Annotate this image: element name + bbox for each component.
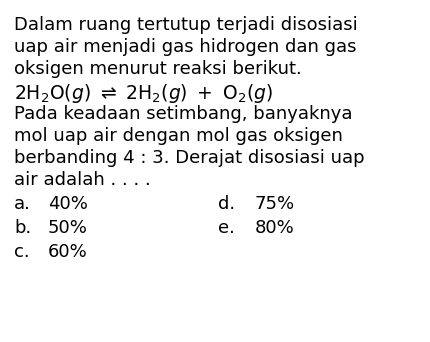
- Text: 40%: 40%: [48, 195, 88, 213]
- Text: $\mathregular{2H_2O(}$$\mathit{g}$$\mathregular{)\ \rightleftharpoons\ 2H_2(}$$\: $\mathregular{2H_2O(}$$\mathit{g}$$\math…: [14, 82, 273, 105]
- Text: oksigen menurut reaksi berikut.: oksigen menurut reaksi berikut.: [14, 60, 302, 78]
- Text: mol uap air dengan mol gas oksigen: mol uap air dengan mol gas oksigen: [14, 127, 343, 145]
- Text: a.: a.: [14, 195, 31, 213]
- Text: Dalam ruang tertutup terjadi disosiasi: Dalam ruang tertutup terjadi disosiasi: [14, 16, 358, 34]
- Text: 50%: 50%: [48, 219, 88, 237]
- Text: 80%: 80%: [255, 219, 295, 237]
- Text: c.: c.: [14, 243, 30, 261]
- Text: b.: b.: [14, 219, 31, 237]
- Text: Pada keadaan setimbang, banyaknya: Pada keadaan setimbang, banyaknya: [14, 105, 353, 123]
- Text: 75%: 75%: [255, 195, 295, 213]
- Text: uap air menjadi gas hidrogen dan gas: uap air menjadi gas hidrogen dan gas: [14, 38, 356, 56]
- Text: berbanding 4 : 3. Derajat disosiasi uap: berbanding 4 : 3. Derajat disosiasi uap: [14, 149, 365, 167]
- Text: 60%: 60%: [48, 243, 88, 261]
- Text: air adalah . . . .: air adalah . . . .: [14, 171, 151, 189]
- Text: d.: d.: [218, 195, 235, 213]
- Text: e.: e.: [218, 219, 235, 237]
